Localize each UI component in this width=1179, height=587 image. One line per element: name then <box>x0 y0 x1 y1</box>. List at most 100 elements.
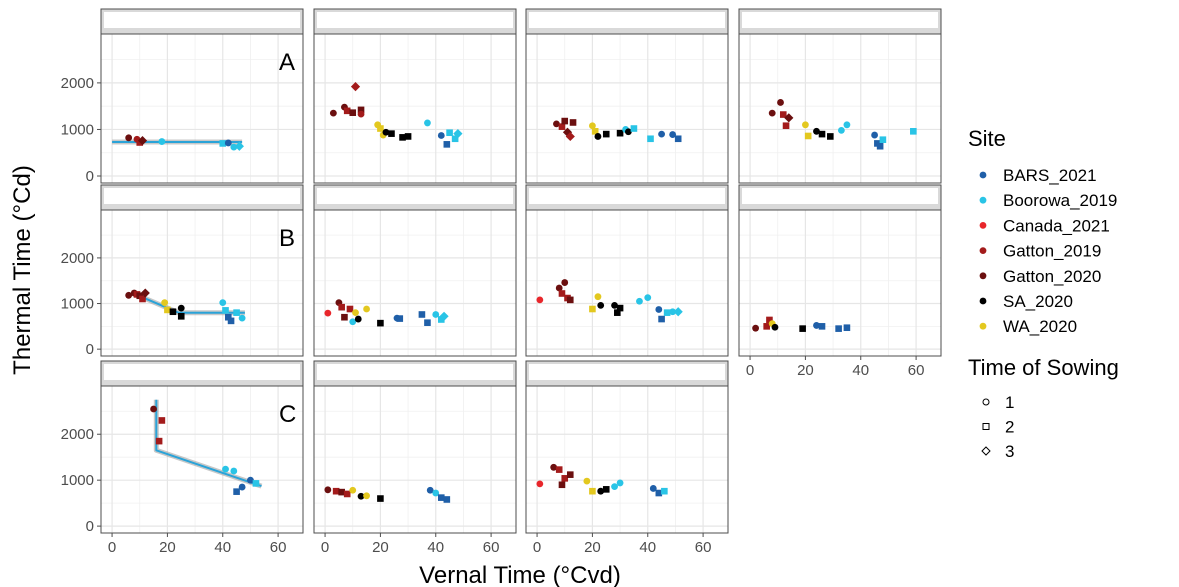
data-point <box>230 143 238 151</box>
legend-label: BARS_2021 <box>1003 166 1097 185</box>
data-point <box>125 291 133 299</box>
data-point <box>553 120 560 128</box>
data-point <box>338 488 345 496</box>
data-point <box>388 130 395 137</box>
panel-background <box>314 386 516 533</box>
panel-background <box>526 386 728 533</box>
data-point <box>536 480 544 488</box>
data-point <box>813 322 820 329</box>
data-point <box>158 138 166 145</box>
data-point <box>349 486 357 494</box>
data-point <box>177 313 185 320</box>
data-point <box>804 132 812 140</box>
panel-background <box>314 210 516 356</box>
legend-item-shape: 3 <box>981 442 1014 461</box>
data-point <box>238 483 246 491</box>
y-tick-label: 1000 <box>61 296 94 313</box>
data-point <box>589 305 596 313</box>
x-tick-label: 40 <box>427 539 444 556</box>
data-point <box>177 304 185 312</box>
legend-item-site: Boorowa_2019 <box>979 191 1117 210</box>
data-point <box>222 465 229 473</box>
data-point <box>399 134 406 141</box>
data-point <box>674 135 682 143</box>
data-point <box>827 133 834 140</box>
data-point <box>453 129 463 139</box>
data-point <box>752 324 760 332</box>
data-point <box>594 133 602 140</box>
data-point <box>443 496 451 503</box>
x-tick-label: 60 <box>270 539 287 556</box>
x-tick-label: 20 <box>159 539 176 556</box>
data-point <box>566 471 574 478</box>
data-point <box>799 325 806 332</box>
legend-item-site: Canada_2021 <box>979 216 1110 235</box>
legend-swatch <box>979 297 987 305</box>
legend-shape-swatch <box>981 446 991 456</box>
data-point <box>636 297 643 305</box>
data-point <box>561 279 569 286</box>
panel-1-0: B 0 1000 2000 <box>61 184 304 358</box>
data-point <box>843 324 851 332</box>
data-point <box>655 306 663 313</box>
panel-border <box>100 209 304 357</box>
panel-background <box>101 34 303 183</box>
data-point <box>669 308 677 316</box>
y-tick-label: 1000 <box>61 121 94 138</box>
data-point <box>658 315 665 323</box>
data-point <box>589 122 596 130</box>
data-point <box>766 316 773 324</box>
x-tick-label: 40 <box>852 362 869 379</box>
legend-item-shape: 1 <box>982 393 1014 412</box>
data-point <box>158 417 166 424</box>
facet-strip-label-area <box>529 12 725 28</box>
data-point <box>424 119 431 127</box>
panel-label: C <box>279 401 296 428</box>
panel-border <box>313 385 517 534</box>
data-point <box>437 316 445 323</box>
facet-strip-label-area <box>529 188 725 204</box>
data-point <box>234 141 244 151</box>
legend-item-site: Gatton_2020 <box>979 267 1101 286</box>
x-tick-label: 0 <box>108 539 116 556</box>
data-point <box>169 308 177 316</box>
panel-background <box>526 34 728 183</box>
data-point <box>871 131 878 139</box>
panel-1-3: 0 20 40 60 <box>738 184 942 379</box>
data-point <box>583 477 591 485</box>
x-tick-label: 0 <box>321 539 329 556</box>
data-point <box>451 135 459 143</box>
data-point <box>630 125 638 132</box>
data-point <box>602 130 610 138</box>
y-tick-label: 0 <box>86 341 94 358</box>
legend-item-site: SA_2020 <box>979 292 1073 311</box>
data-point <box>343 490 351 498</box>
data-point <box>233 488 240 495</box>
data-point <box>555 466 563 473</box>
data-point <box>437 132 445 139</box>
x-tick-label: 0 <box>746 362 754 379</box>
data-point <box>357 110 365 118</box>
data-point <box>616 304 624 312</box>
legend-item-shape: 2 <box>982 418 1014 437</box>
data-point <box>597 301 605 309</box>
data-point <box>155 437 163 445</box>
data-point <box>227 317 235 325</box>
x-tick-label: 60 <box>695 539 712 556</box>
data-point <box>565 131 575 142</box>
data-point <box>139 295 146 303</box>
data-point <box>349 109 357 116</box>
data-point <box>614 309 621 316</box>
facet-strip-label-area <box>317 188 513 204</box>
data-point <box>550 463 558 471</box>
facet-strip-label-area <box>104 364 300 380</box>
x-tick-label: 60 <box>483 539 500 556</box>
data-point <box>354 315 362 323</box>
legend-swatch <box>979 222 987 229</box>
data-point <box>818 323 826 330</box>
data-point <box>164 306 171 314</box>
data-point <box>233 309 240 316</box>
data-point <box>238 314 246 322</box>
